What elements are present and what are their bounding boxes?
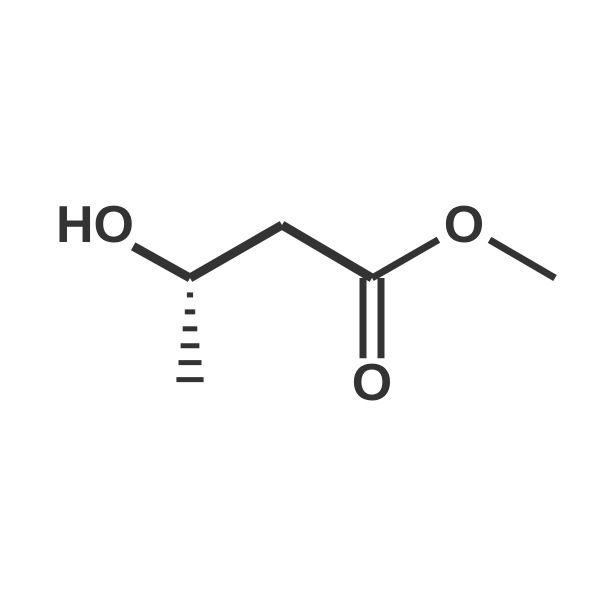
bond-line (372, 240, 438, 278)
atom-label: HO (56, 196, 134, 254)
bond-line (490, 240, 555, 278)
atom-label: O (352, 354, 392, 412)
atom-label: O (444, 196, 484, 254)
bond-line (133, 246, 190, 278)
molecule-diagram: HO O O (0, 0, 600, 600)
bond-line (282, 225, 372, 278)
stereo-hash-wedge (176, 295, 203, 380)
bond-line (190, 225, 282, 278)
